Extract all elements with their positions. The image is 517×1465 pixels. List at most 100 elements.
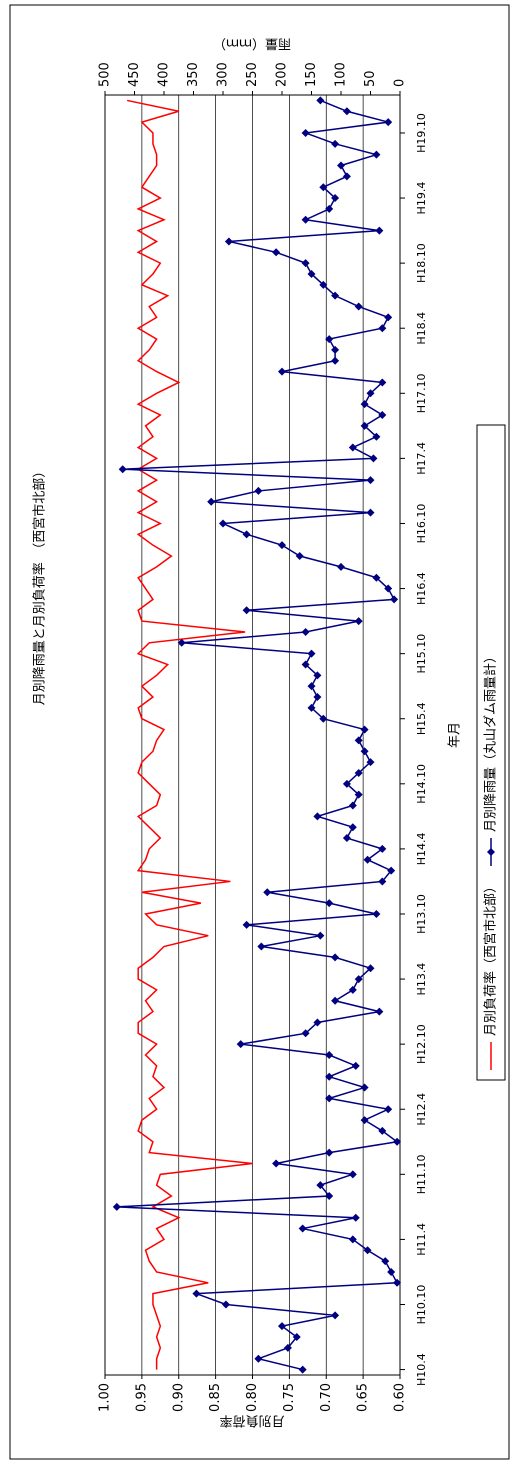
x-tick-label: H14.10 — [415, 764, 428, 804]
x-tick-label: H10.4 — [415, 1353, 428, 1386]
x-tick-label: H14.4 — [415, 833, 428, 866]
data-point — [384, 584, 393, 593]
data-point — [325, 335, 334, 344]
data-point — [316, 931, 325, 940]
data-point — [319, 183, 328, 192]
data-point — [307, 682, 316, 691]
data-point — [348, 443, 357, 452]
data-point — [301, 259, 310, 268]
y2-axis-title: 雨量（ｍｍ） — [213, 36, 291, 51]
y2-tick-label: 300 — [216, 62, 231, 87]
y2-tick-label: 100 — [334, 62, 349, 87]
data-point — [366, 476, 375, 485]
data-point — [313, 812, 322, 821]
x-tick-label: H17.10 — [415, 373, 428, 413]
data-point — [342, 172, 351, 181]
data-point — [331, 345, 340, 354]
data-point — [301, 215, 310, 224]
data-point — [366, 508, 375, 517]
data-point — [298, 1224, 307, 1233]
data-point — [354, 790, 363, 799]
data-point — [263, 888, 272, 897]
data-point — [337, 161, 345, 170]
data-point — [319, 280, 328, 289]
data-point — [207, 497, 216, 506]
y-tick-label: 0.60 — [393, 1383, 408, 1412]
data-point — [278, 541, 286, 550]
x-tick-label: H11.4 — [415, 1223, 428, 1256]
data-point — [360, 1083, 369, 1092]
data-point — [331, 194, 340, 203]
data-point — [378, 844, 387, 853]
x-tick-label: H11.10 — [415, 1154, 428, 1194]
x-tick-label: H10.10 — [415, 1285, 428, 1325]
y-tick-label: 0.95 — [134, 1383, 149, 1412]
data-point — [301, 660, 310, 669]
x-tick-label: H18.10 — [415, 243, 428, 283]
data-point — [319, 714, 328, 723]
data-point — [325, 204, 334, 213]
x-tick-label: H18.4 — [415, 312, 428, 345]
data-point — [224, 237, 233, 246]
x-tick-label: H12.4 — [415, 1093, 428, 1126]
x-tick-label: H15.4 — [415, 702, 428, 735]
data-point — [342, 834, 351, 843]
y-tick-label: 0.70 — [319, 1383, 334, 1412]
data-point — [337, 562, 345, 571]
series-line — [116, 99, 399, 1371]
data-point — [316, 96, 325, 105]
data-point — [313, 671, 322, 680]
y2-tick-label: 500 — [98, 62, 113, 87]
y2-tick-label: 250 — [245, 62, 260, 87]
data-point — [301, 128, 310, 137]
data-point — [375, 226, 384, 235]
data-point — [254, 486, 263, 495]
data-point — [366, 758, 375, 767]
data-point — [360, 747, 369, 756]
data-point — [331, 291, 340, 300]
legend-label: 月別降雨量（丸山ダム雨量計） — [483, 650, 499, 832]
x-tick-label: H13.4 — [415, 963, 428, 996]
data-point — [363, 855, 372, 864]
x-tick-label: H16.4 — [415, 572, 428, 605]
data-point — [118, 465, 127, 474]
data-point — [348, 823, 357, 832]
data-point — [301, 627, 310, 636]
data-point — [387, 866, 396, 875]
rotated-chart: 月別降雨量と月別負荷率 （西宮市北部） 年月 月別負荷率 雨量（ｍｍ） 0.60… — [32, 36, 506, 1429]
y2-tick-label: 450 — [127, 62, 142, 87]
y2-tick-label: 50 — [363, 70, 378, 87]
data-point — [375, 1007, 384, 1016]
data-point — [360, 725, 369, 734]
data-point — [307, 269, 316, 278]
y-tick-label: 0.80 — [245, 1383, 260, 1412]
data-point — [378, 411, 387, 419]
series-line — [126, 99, 253, 1370]
data-point — [242, 920, 251, 929]
x-tick-label: H17.4 — [415, 442, 428, 475]
data-point — [331, 356, 340, 365]
data-point — [366, 964, 375, 973]
data-point — [325, 899, 334, 908]
x-tick-label: H13.10 — [415, 894, 428, 934]
y-tick-label: 1.00 — [98, 1383, 113, 1412]
data-point — [354, 302, 363, 311]
data-point — [331, 1311, 340, 1320]
data-point — [390, 595, 399, 604]
data-point — [348, 1170, 357, 1179]
data-point — [366, 389, 375, 398]
data-point — [354, 736, 363, 745]
data-point — [272, 248, 281, 257]
data-point — [360, 421, 369, 430]
data-point — [278, 367, 286, 376]
data-point — [307, 703, 316, 712]
data-point — [372, 432, 381, 441]
data-point — [257, 942, 266, 951]
data-point — [325, 1051, 334, 1059]
y2-tick-label: 0 — [393, 79, 408, 87]
legend-label: 月別負荷率（西宮市北部） — [483, 880, 499, 1036]
y-axis-title: 月別負荷率 — [219, 1413, 284, 1429]
data-point — [219, 519, 227, 528]
data-point — [393, 1137, 402, 1146]
